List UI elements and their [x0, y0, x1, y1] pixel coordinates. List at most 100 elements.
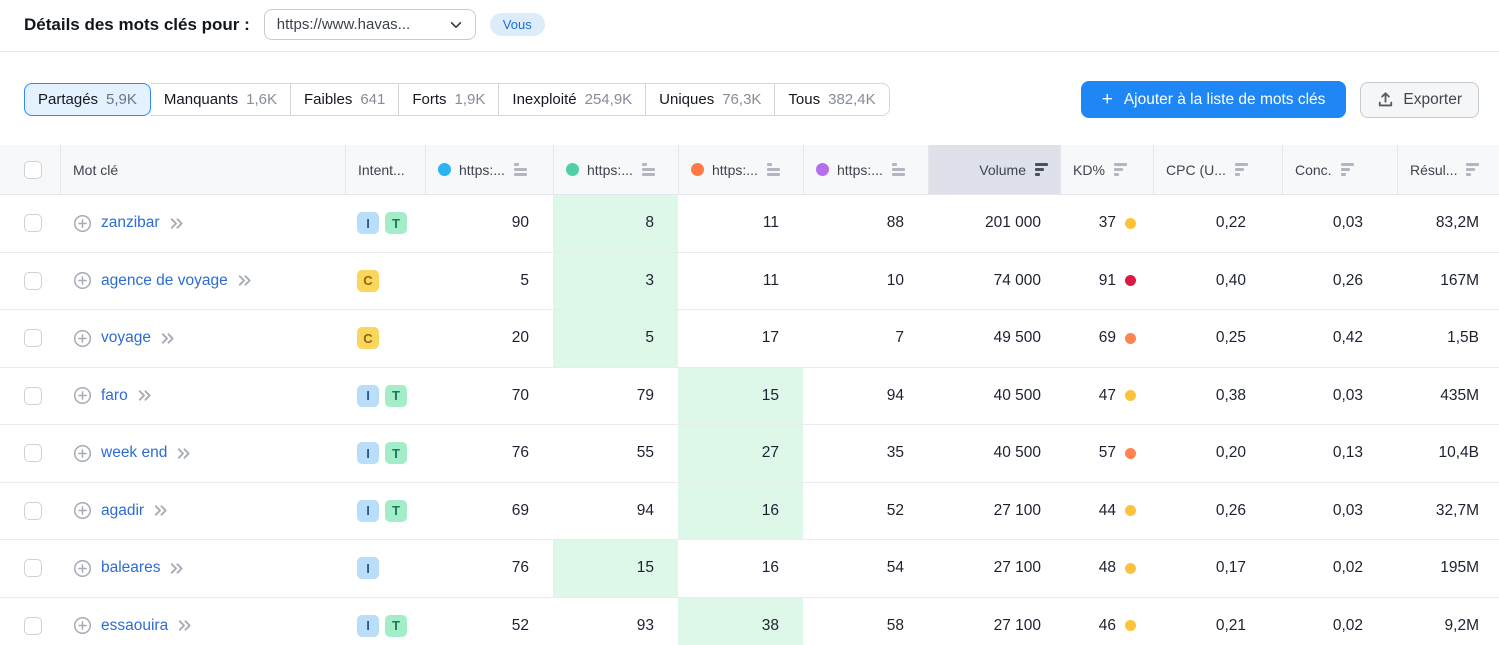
open-serp-chevrons-icon[interactable] — [160, 331, 175, 346]
position-cell-site2: 5 — [553, 310, 678, 367]
table-row[interactable]: essaouira I T 52 93 38 58 27 100 46 0,21 0,02 9,2M — [0, 597, 1499, 645]
table-row[interactable]: agadir I T 69 94 16 52 27 100 44 0,26 0,03 32,7M — [0, 482, 1499, 540]
add-to-keyword-list-button[interactable]: + Ajouter à la liste de mots clés — [1080, 81, 1347, 118]
column-header-site4[interactable]: https:... — [803, 145, 928, 194]
column-header-results[interactable]: Résul... — [1397, 145, 1499, 194]
row-checkbox-cell — [0, 195, 60, 252]
row-checkbox[interactable] — [24, 444, 42, 463]
open-serp-chevrons-icon[interactable] — [169, 216, 184, 231]
row-checkbox[interactable] — [24, 559, 42, 578]
volume-cell: 27 100 — [993, 501, 1041, 519]
kd-value: 48 — [1098, 559, 1116, 577]
filter-tab-uniques[interactable]: Uniques 76,3K — [646, 83, 776, 116]
add-keyword-icon[interactable] — [73, 386, 92, 405]
open-serp-chevrons-icon[interactable] — [177, 618, 192, 633]
filter-tab-manquants[interactable]: Manquants 1,6K — [150, 83, 291, 116]
add-keyword-icon[interactable] — [73, 214, 92, 233]
select-all-checkbox[interactable] — [24, 160, 42, 179]
add-keyword-icon[interactable] — [73, 616, 92, 635]
top-bar: Détails des mots clés pour : https://www… — [0, 0, 1499, 52]
keyword-link[interactable]: zanzibar — [101, 214, 160, 232]
row-checkbox[interactable] — [24, 329, 42, 348]
filter-tab-faibles[interactable]: Faibles 641 — [290, 83, 400, 116]
export-button[interactable]: Exporter — [1360, 81, 1479, 118]
position-cell-site2: 15 — [553, 540, 678, 597]
open-serp-chevrons-icon[interactable] — [169, 561, 184, 576]
keyword-link[interactable]: voyage — [101, 329, 151, 347]
row-checkbox-cell — [0, 425, 60, 482]
sort-icon[interactable] — [1466, 163, 1480, 176]
open-serp-chevrons-icon[interactable] — [137, 388, 152, 403]
kd-value: 46 — [1098, 616, 1116, 634]
sort-icon[interactable] — [891, 163, 905, 176]
keyword-link[interactable]: week end — [101, 444, 168, 462]
row-checkbox-cell — [0, 540, 60, 597]
keyword-link[interactable]: agence de voyage — [101, 271, 228, 289]
kd-level-dot-red — [1125, 275, 1136, 287]
column-header-kd[interactable]: KD% — [1060, 145, 1153, 194]
sort-icon[interactable] — [513, 163, 527, 176]
column-header-site2[interactable]: https:... — [553, 145, 678, 194]
filter-tab-partages[interactable]: Partagés 5,9K — [24, 83, 151, 116]
filter-tab-forts[interactable]: Forts 1,9K — [399, 83, 500, 116]
table-row[interactable]: faro I T 70 79 15 94 40 500 47 0,38 0,03 435M — [0, 367, 1499, 425]
table-row[interactable]: baleares I 76 15 16 54 27 100 48 0,17 0,02 195M — [0, 540, 1499, 598]
position-cell-site4: 35 — [886, 444, 904, 462]
position-cell-site4: 52 — [886, 501, 904, 519]
table-row[interactable]: voyage C 20 5 17 7 49 500 69 0,25 0,42 1,5B — [0, 310, 1499, 368]
open-serp-chevrons-icon[interactable] — [153, 503, 168, 518]
add-keyword-icon[interactable] — [73, 559, 92, 578]
plus-icon: + — [1101, 89, 1113, 110]
column-header-site3[interactable]: https:... — [678, 145, 803, 194]
add-keyword-icon[interactable] — [73, 444, 92, 463]
intent-cell: C — [345, 253, 425, 310]
column-header-volume[interactable]: Volume — [928, 145, 1060, 194]
sort-icon[interactable] — [641, 163, 655, 176]
sort-icon[interactable] — [766, 163, 780, 176]
competition-cell: 0,13 — [1332, 444, 1363, 462]
column-header-competition[interactable]: Conc. — [1282, 145, 1397, 194]
table-row[interactable]: week end I T 76 55 27 35 40 500 57 0,20 0,13 10,4B — [0, 425, 1499, 483]
filter-tab-count: 1,9K — [454, 91, 486, 108]
open-serp-chevrons-icon[interactable] — [176, 446, 191, 461]
column-header-keyword[interactable]: Mot clé — [60, 145, 345, 194]
chevron-down-icon — [449, 18, 463, 32]
sort-icon[interactable] — [1113, 163, 1127, 176]
column-header-site1[interactable]: https:... — [425, 145, 553, 194]
filter-tab-tous[interactable]: Tous 382,4K — [775, 83, 890, 116]
sort-icon[interactable] — [1234, 163, 1248, 176]
add-keyword-icon[interactable] — [73, 329, 92, 348]
position-cell-site2: 8 — [553, 195, 678, 252]
volume-cell: 40 500 — [993, 386, 1041, 404]
row-checkbox[interactable] — [24, 271, 42, 290]
sort-icon-active[interactable] — [1035, 163, 1048, 176]
table-row[interactable]: agence de voyage C 5 3 11 10 74 000 91 0,40 0,26 1… — [0, 252, 1499, 310]
keyword-cell: week end — [60, 425, 345, 482]
filter-tab-inexploite[interactable]: Inexploité 254,9K — [499, 83, 647, 116]
sort-icon[interactable] — [1340, 163, 1354, 176]
volume-cell: 40 500 — [993, 444, 1041, 462]
position-cell-site3: 16 — [678, 482, 803, 539]
row-checkbox[interactable] — [24, 386, 42, 405]
filter-tab-label: Faibles — [303, 91, 353, 108]
table-row[interactable]: zanzibar I T 90 8 11 88 201 000 37 0,22 0,03 83,2M — [0, 195, 1499, 253]
column-header-intent[interactable]: Intent... — [345, 145, 425, 194]
row-checkbox[interactable] — [24, 214, 42, 233]
row-checkbox-cell — [0, 598, 60, 645]
keyword-link[interactable]: essaouira — [101, 616, 169, 634]
open-serp-chevrons-icon[interactable] — [237, 273, 252, 288]
volume-cell: 201 000 — [984, 214, 1041, 232]
keyword-link[interactable]: agadir — [101, 501, 145, 519]
row-checkbox[interactable] — [24, 501, 42, 520]
add-keyword-icon[interactable] — [73, 271, 92, 290]
row-checkbox[interactable] — [24, 616, 42, 635]
intent-badge-i: I — [357, 614, 379, 637]
intent-badge-i: I — [357, 557, 379, 580]
keyword-link[interactable]: faro — [101, 386, 128, 404]
keyword-link[interactable]: baleares — [101, 559, 161, 577]
domain-select[interactable]: https://www.havas... — [263, 9, 476, 40]
add-keyword-icon[interactable] — [73, 501, 92, 520]
column-header-cpc[interactable]: CPC (U... — [1153, 145, 1282, 194]
